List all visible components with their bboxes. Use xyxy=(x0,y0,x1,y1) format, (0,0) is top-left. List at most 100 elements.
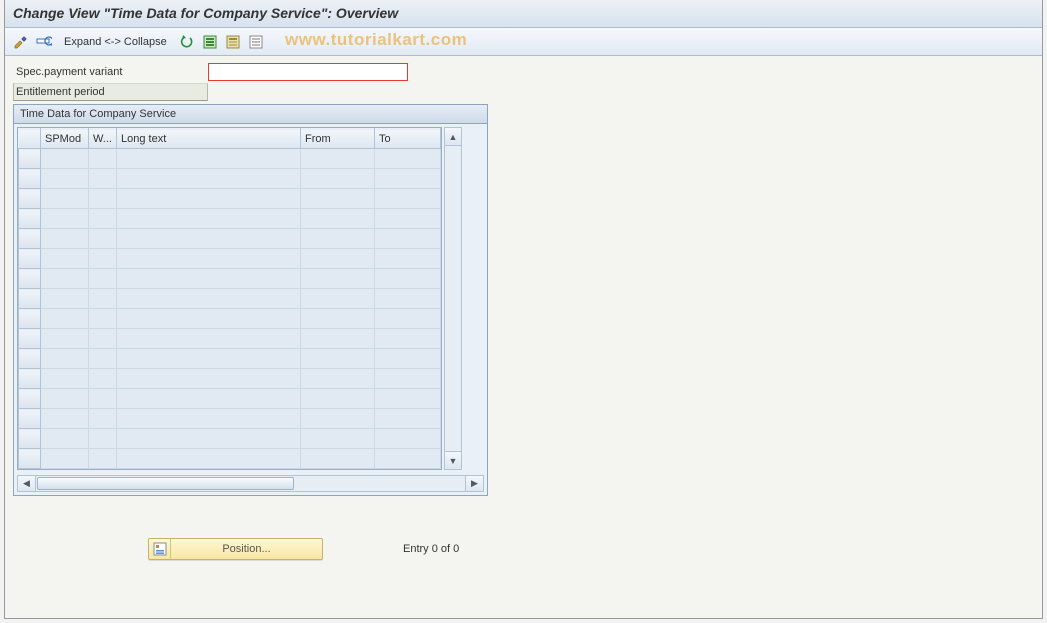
cell[interactable] xyxy=(375,309,441,329)
cell[interactable] xyxy=(375,209,441,229)
expand-collapse-button[interactable]: Expand <-> Collapse xyxy=(57,33,174,51)
cell[interactable] xyxy=(117,149,301,169)
cell[interactable] xyxy=(301,249,375,269)
cell[interactable] xyxy=(117,269,301,289)
row-selector[interactable] xyxy=(19,229,41,249)
cell[interactable] xyxy=(117,169,301,189)
cell[interactable] xyxy=(301,369,375,389)
row-selector[interactable] xyxy=(19,389,41,409)
table-row[interactable] xyxy=(19,349,441,369)
cell[interactable] xyxy=(301,289,375,309)
row-selector[interactable] xyxy=(19,149,41,169)
cell[interactable] xyxy=(89,349,117,369)
cell[interactable] xyxy=(117,209,301,229)
cell[interactable] xyxy=(117,449,301,469)
table-row[interactable] xyxy=(19,189,441,209)
cell[interactable] xyxy=(375,149,441,169)
table-row[interactable] xyxy=(19,269,441,289)
table-row[interactable] xyxy=(19,309,441,329)
col-header[interactable]: Long text xyxy=(117,129,301,149)
cell[interactable] xyxy=(301,269,375,289)
cell[interactable] xyxy=(375,429,441,449)
row-selector[interactable] xyxy=(19,409,41,429)
cell[interactable] xyxy=(301,309,375,329)
position-button[interactable]: Position... xyxy=(148,538,323,560)
row-selector[interactable] xyxy=(19,169,41,189)
table-row[interactable] xyxy=(19,329,441,349)
cell[interactable] xyxy=(41,429,89,449)
cell[interactable] xyxy=(301,209,375,229)
col-header[interactable] xyxy=(19,129,41,149)
cell[interactable] xyxy=(117,349,301,369)
cell[interactable] xyxy=(89,449,117,469)
table-row[interactable] xyxy=(19,369,441,389)
table-row[interactable] xyxy=(19,289,441,309)
col-header[interactable]: To xyxy=(375,129,441,149)
row-selector[interactable] xyxy=(19,269,41,289)
undo-icon[interactable] xyxy=(177,32,197,52)
cell[interactable] xyxy=(89,369,117,389)
cell[interactable] xyxy=(41,289,89,309)
other-view-icon[interactable] xyxy=(34,32,54,52)
cell[interactable] xyxy=(89,409,117,429)
row-selector[interactable] xyxy=(19,189,41,209)
cell[interactable] xyxy=(41,409,89,429)
col-header[interactable]: W... xyxy=(89,129,117,149)
horizontal-scrollbar[interactable]: ◀ ▶ xyxy=(17,475,484,492)
cell[interactable] xyxy=(41,369,89,389)
cell[interactable] xyxy=(89,209,117,229)
row-selector[interactable] xyxy=(19,209,41,229)
table-row[interactable] xyxy=(19,169,441,189)
col-header[interactable]: From xyxy=(301,129,375,149)
cell[interactable] xyxy=(117,309,301,329)
cell[interactable] xyxy=(117,409,301,429)
table-row[interactable] xyxy=(19,429,441,449)
cell[interactable] xyxy=(301,189,375,209)
cell[interactable] xyxy=(41,189,89,209)
cell[interactable] xyxy=(375,409,441,429)
cell[interactable] xyxy=(301,389,375,409)
row-selector[interactable] xyxy=(19,309,41,329)
cell[interactable] xyxy=(375,169,441,189)
hscroll-track[interactable] xyxy=(36,476,465,491)
row-selector[interactable] xyxy=(19,449,41,469)
cell[interactable] xyxy=(375,269,441,289)
toggle-display-change-icon[interactable] xyxy=(11,32,31,52)
cell[interactable] xyxy=(89,309,117,329)
cell[interactable] xyxy=(41,309,89,329)
scroll-track[interactable] xyxy=(445,146,461,451)
table-row[interactable] xyxy=(19,249,441,269)
cell[interactable] xyxy=(117,249,301,269)
cell[interactable] xyxy=(375,329,441,349)
table-row[interactable] xyxy=(19,389,441,409)
cell[interactable] xyxy=(375,449,441,469)
cell[interactable] xyxy=(41,209,89,229)
cell[interactable] xyxy=(89,289,117,309)
cell[interactable] xyxy=(89,189,117,209)
cell[interactable] xyxy=(301,349,375,369)
col-header[interactable]: SPMod xyxy=(41,129,89,149)
cell[interactable] xyxy=(41,249,89,269)
select-block-icon[interactable] xyxy=(223,32,243,52)
cell[interactable] xyxy=(89,169,117,189)
row-selector[interactable] xyxy=(19,429,41,449)
row-selector[interactable] xyxy=(19,329,41,349)
cell[interactable] xyxy=(117,289,301,309)
cell[interactable] xyxy=(117,369,301,389)
cell[interactable] xyxy=(375,389,441,409)
cell[interactable] xyxy=(117,429,301,449)
table-row[interactable] xyxy=(19,149,441,169)
row-selector[interactable] xyxy=(19,249,41,269)
cell[interactable] xyxy=(41,169,89,189)
cell[interactable] xyxy=(41,329,89,349)
cell[interactable] xyxy=(375,229,441,249)
cell[interactable] xyxy=(117,189,301,209)
scroll-left-icon[interactable]: ◀ xyxy=(18,476,36,491)
cell[interactable] xyxy=(89,389,117,409)
cell[interactable] xyxy=(117,389,301,409)
cell[interactable] xyxy=(301,449,375,469)
cell[interactable] xyxy=(41,149,89,169)
deselect-all-icon[interactable] xyxy=(246,32,266,52)
select-all-icon[interactable] xyxy=(200,32,220,52)
scroll-right-icon[interactable]: ▶ xyxy=(465,476,483,491)
